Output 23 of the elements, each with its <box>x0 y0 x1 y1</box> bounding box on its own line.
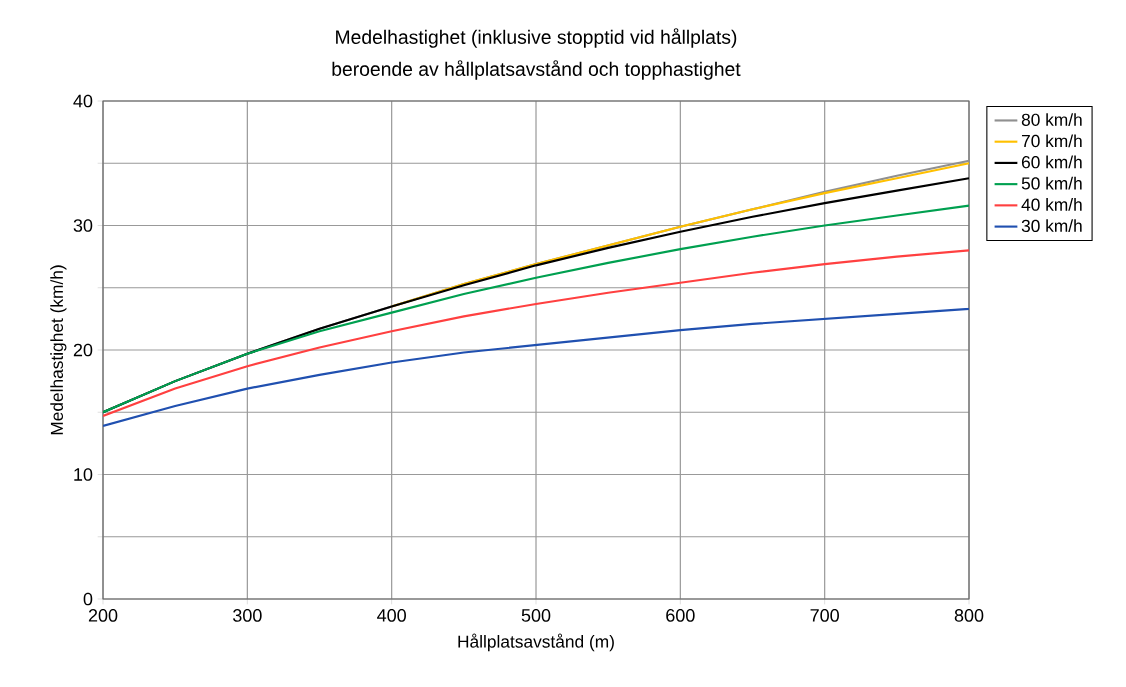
x-tick-label: 500 <box>521 609 551 622</box>
x-tick-label: 700 <box>810 609 839 622</box>
x-tick-label: 200 <box>88 609 118 622</box>
legend-label: 40 km/h <box>1021 198 1082 211</box>
y-axis-title: Medelhastighet (km/h) <box>50 265 67 435</box>
y-tick-label: 30 <box>73 219 93 232</box>
legend-label: 80 km/h <box>1021 113 1082 126</box>
legend-label: 70 km/h <box>1021 134 1082 148</box>
y-tick-label: 0 <box>83 592 93 606</box>
x-tick-label: 800 <box>954 609 984 622</box>
legend-label: 30 km/h <box>1021 219 1082 233</box>
x-tick-label: 600 <box>666 609 695 622</box>
x-tick-label: 300 <box>233 609 262 622</box>
y-tick-label: 10 <box>74 468 93 481</box>
legend-label: 60 km/h <box>1021 155 1082 169</box>
y-tick-label: 20 <box>73 343 93 357</box>
x-tick-label: 400 <box>377 609 406 622</box>
legend-label: 50 km/h <box>1021 176 1082 190</box>
chart-subtitle: beroende av hållplatsavstånd och topphastighet <box>332 60 741 80</box>
chart-title: Medelhastighet (inklusive stopptid vid hållplats) <box>336 28 737 48</box>
line-series <box>103 249 969 418</box>
x-axis-title: Hållplatsavstånd (m) <box>458 633 614 652</box>
y-tick-label: 40 <box>73 94 93 108</box>
